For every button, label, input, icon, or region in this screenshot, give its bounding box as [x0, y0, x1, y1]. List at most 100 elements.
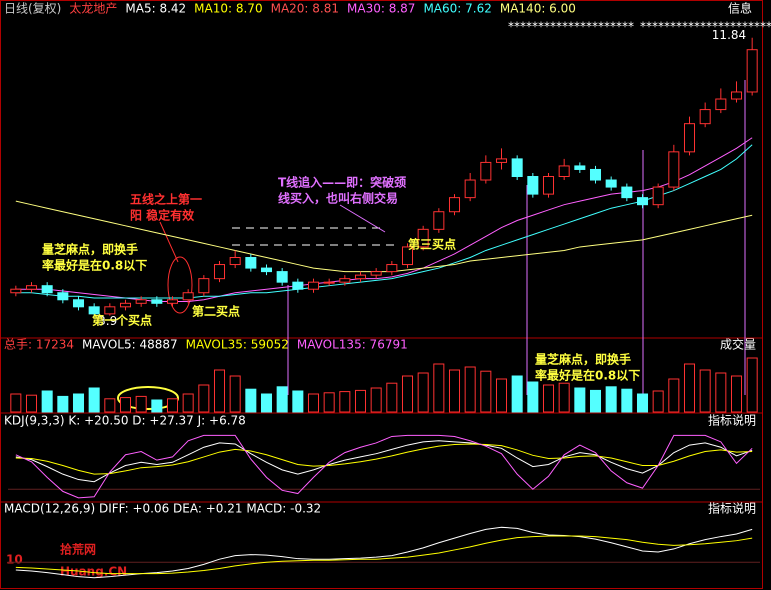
high-label: 11.84	[712, 28, 746, 42]
candle-body	[495, 158, 508, 163]
candle-body	[354, 274, 367, 280]
indicator-label: MA60: 7.62	[423, 2, 491, 16]
low-label: 3.9	[98, 314, 117, 328]
volume-bar	[558, 382, 570, 413]
annotation: 阳 稳定有效	[130, 208, 195, 223]
indicator-label: 日线(复权)	[4, 2, 61, 16]
info-button[interactable]: 信息	[728, 1, 752, 16]
volume-bar	[213, 369, 226, 413]
candle-body	[621, 186, 633, 199]
candle-body	[527, 176, 539, 195]
volume-bar	[621, 388, 633, 413]
candle-body	[245, 257, 257, 269]
annotation: 量芝麻点，即换手	[42, 242, 138, 257]
candle-body	[104, 306, 116, 315]
annotation: 线买入，也叫右侧交易	[278, 191, 398, 206]
annotation: 第三买点	[408, 237, 456, 252]
annotation: 五线之上第一	[130, 192, 202, 207]
candle-body	[260, 267, 273, 273]
volume-bar	[495, 378, 508, 413]
watermark-logo: 10	[6, 553, 23, 567]
volume-bar	[417, 372, 429, 413]
volume-bar	[41, 390, 53, 413]
indicator-label: MA30: 8.87	[347, 2, 415, 16]
indicator-label: MA5: 8.42	[125, 2, 186, 16]
candle-body	[574, 165, 586, 170]
candle-body	[417, 228, 429, 248]
indicator-label: MA10: 8.70	[194, 2, 262, 16]
candle-body	[119, 302, 132, 308]
volume-bar	[339, 391, 351, 413]
marker: **********************	[640, 20, 771, 34]
indicator-label: MA20: 8.81	[271, 2, 339, 16]
volume-bar	[527, 381, 539, 413]
candle-body	[198, 278, 210, 294]
watermark-name: 拾荒网	[60, 542, 96, 557]
volume-bar	[260, 393, 273, 413]
candle-body	[323, 281, 335, 284]
volume-bar	[166, 398, 179, 413]
indicator-label: MACD(12,26,9) DIFF: +0.06 DEA: +0.21 MAC…	[4, 502, 321, 516]
volume-bar	[589, 389, 602, 413]
candle-body	[683, 123, 696, 153]
candle-body	[386, 264, 398, 273]
candle-body	[605, 179, 617, 188]
volume-bar	[715, 372, 727, 413]
annotation: 率最好是在0.8以下	[42, 258, 147, 273]
volume-bar	[683, 363, 696, 413]
volume-bar	[668, 378, 680, 413]
volume-bar	[276, 386, 288, 413]
candle-body	[25, 285, 38, 290]
annotation: 率最好是在0.8以下	[535, 368, 640, 383]
volume-bar	[151, 399, 163, 413]
candle-body	[464, 179, 476, 199]
highlight	[167, 256, 193, 314]
indicator-button[interactable]: 指标说明	[708, 501, 756, 516]
candle-body	[276, 271, 288, 283]
candle-body	[229, 257, 241, 266]
volume-bar	[636, 393, 649, 413]
candle-body	[135, 299, 147, 304]
volume-bar	[370, 387, 382, 413]
marker: *********************	[508, 20, 634, 34]
volume-bar	[229, 375, 241, 413]
candle-body	[41, 285, 53, 294]
highlight	[117, 386, 179, 410]
candle-body	[715, 98, 727, 111]
volume-bar	[730, 375, 743, 413]
indicator-label: MAVOL5: 48887	[82, 338, 178, 352]
candle-body	[151, 299, 163, 304]
candle-body	[292, 281, 304, 290]
annotation: T线追入——即：突破颈	[278, 175, 406, 190]
volume-bar	[746, 357, 758, 413]
volume-bar	[182, 393, 194, 413]
candle-body	[652, 186, 664, 206]
volume-bar	[119, 397, 132, 413]
volume-bar	[198, 384, 210, 413]
volume-bar	[104, 398, 116, 413]
candle-body	[542, 176, 555, 195]
candle-body	[401, 246, 414, 266]
volume-bar	[307, 393, 320, 413]
candle-body	[213, 264, 226, 280]
indicator-button[interactable]: 指标说明	[708, 413, 756, 428]
volume-bar	[323, 392, 335, 413]
volume-bar	[25, 394, 38, 413]
volume-bar	[401, 375, 414, 413]
watermark-site: Huang.CN	[60, 565, 127, 579]
candle-body	[668, 151, 680, 188]
indicator-button[interactable]: 成交量	[720, 337, 756, 352]
candle-body	[746, 49, 758, 93]
candle-body	[448, 197, 461, 213]
indicator-label: MAVOL135: 76791	[297, 338, 408, 352]
volume-bar	[245, 388, 257, 413]
candle-body	[636, 197, 649, 206]
volume-bar	[574, 387, 586, 413]
volume-bar	[57, 395, 69, 413]
indicator-line	[15, 200, 753, 273]
indicator-label: KDJ(9,3,3) K: +20.50 D: +27.37 J: +6.78	[4, 414, 246, 428]
candle-body	[10, 288, 22, 294]
indicator-line	[15, 144, 753, 299]
